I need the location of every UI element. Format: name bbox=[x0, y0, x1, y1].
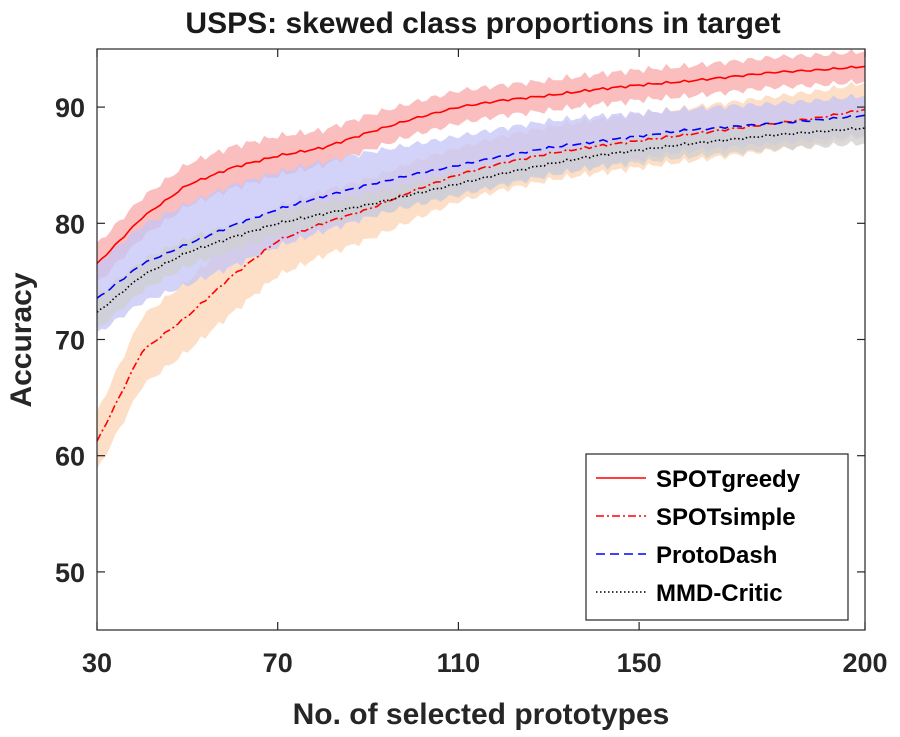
y-tick-label: 90 bbox=[55, 93, 85, 123]
legend-label: MMD-Critic bbox=[656, 580, 783, 607]
legend: SPOTgreedy SPOTsimple ProtoDash MMD-Critic bbox=[585, 453, 849, 621]
y-tick-label: 80 bbox=[55, 209, 85, 239]
series-lines bbox=[96, 65, 866, 442]
x-tick-label: 30 bbox=[82, 648, 112, 678]
y-tick-label: 50 bbox=[55, 558, 85, 588]
x-tick-label: 200 bbox=[842, 648, 887, 678]
y-tick-label: 60 bbox=[55, 442, 85, 472]
y-tick-label: 70 bbox=[55, 326, 85, 356]
legend-label: ProtoDash bbox=[656, 542, 777, 569]
x-axis-label: No. of selected prototypes bbox=[293, 698, 670, 731]
legend-box bbox=[585, 453, 849, 621]
confidence-bands bbox=[97, 49, 865, 470]
line-spotgreedy bbox=[96, 65, 866, 264]
x-tick-label: 70 bbox=[263, 648, 293, 678]
legend-label: SPOTsimple bbox=[656, 504, 796, 531]
legend-label: SPOTgreedy bbox=[656, 466, 801, 493]
axis-ticks: 30 70 110 150 200 50 60 70 80 90 bbox=[55, 49, 888, 678]
y-axis-label: Accuracy bbox=[5, 272, 38, 407]
line-protodash bbox=[96, 114, 866, 299]
band-mmd-critic bbox=[97, 110, 865, 329]
chart-title: USPS: skewed class proportions in target bbox=[185, 7, 780, 40]
line-spotsimple bbox=[96, 108, 866, 442]
x-tick-label: 150 bbox=[617, 648, 662, 678]
x-tick-label: 110 bbox=[437, 648, 481, 678]
